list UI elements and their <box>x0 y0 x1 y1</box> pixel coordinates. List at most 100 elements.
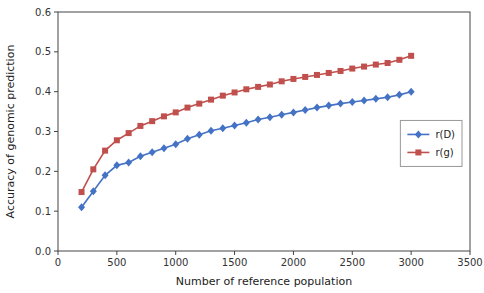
plot-frame <box>58 12 470 251</box>
point <box>137 152 144 160</box>
y-tick-label: 0.2 <box>35 166 51 177</box>
x-tick <box>352 251 353 255</box>
point <box>196 131 203 139</box>
point <box>290 108 297 116</box>
point <box>125 159 132 167</box>
series-line <box>82 56 412 192</box>
y-tick-label: 0.6 <box>35 7 51 18</box>
point <box>78 203 85 211</box>
point <box>302 106 309 114</box>
point <box>79 189 85 195</box>
point <box>349 66 355 72</box>
y-tick-label: 0.5 <box>35 46 51 57</box>
point <box>114 137 120 143</box>
point <box>349 98 356 106</box>
point <box>90 166 96 172</box>
legend-label: r(D) <box>435 129 455 140</box>
point <box>361 64 367 70</box>
legend-label: r(g) <box>435 147 453 158</box>
point <box>231 122 238 130</box>
point <box>243 86 249 92</box>
y-tick <box>54 211 58 212</box>
x-tick <box>58 251 59 255</box>
y-axis-label: Accuracy of genomic prediction <box>4 45 17 219</box>
point <box>384 93 391 101</box>
x-tick <box>116 251 117 255</box>
plot-area <box>78 53 415 211</box>
point <box>184 105 190 111</box>
y-tick-label: 0.4 <box>35 86 51 97</box>
point <box>278 111 285 119</box>
point <box>172 140 179 148</box>
point <box>266 113 273 121</box>
point <box>255 84 261 90</box>
point <box>408 53 414 59</box>
x-tick <box>234 251 235 255</box>
point <box>149 118 155 124</box>
y-tick-label: 0.3 <box>35 126 51 137</box>
legend-box <box>400 120 462 166</box>
x-tick <box>470 251 471 255</box>
x-tick-label: 1000 <box>163 257 188 268</box>
y-tick-label: 0.1 <box>35 206 51 217</box>
point <box>267 81 273 87</box>
point <box>326 70 332 76</box>
y-tick <box>54 91 58 92</box>
point <box>373 62 379 68</box>
point <box>361 96 368 104</box>
point <box>337 100 344 108</box>
point <box>196 101 202 107</box>
point <box>220 93 226 99</box>
chart: 0 500 1000 1500 2000 2500 3000 3500 0.0 0.1 0.2 0.3… <box>0 0 484 293</box>
point <box>161 113 167 119</box>
point <box>279 78 285 84</box>
y-tick <box>54 12 58 13</box>
x-tick-label: 500 <box>107 257 126 268</box>
point <box>160 144 167 152</box>
point <box>408 88 415 96</box>
point <box>208 127 215 135</box>
point <box>302 74 308 80</box>
legend-marker <box>415 130 422 138</box>
point <box>385 60 391 66</box>
point <box>90 187 97 195</box>
point <box>173 109 179 115</box>
point <box>396 91 403 99</box>
point <box>243 119 250 127</box>
x-tick-label: 3500 <box>457 257 482 268</box>
point <box>325 102 332 110</box>
x-tick-label: 2000 <box>281 257 306 268</box>
legend-marker <box>415 149 421 155</box>
point <box>113 161 120 169</box>
x-tick-label: 1500 <box>222 257 247 268</box>
point <box>102 148 108 154</box>
point <box>314 72 320 78</box>
y-tick <box>54 51 58 52</box>
x-tick-label: 2500 <box>340 257 365 268</box>
y-tick-label: 0.0 <box>35 246 51 257</box>
point <box>208 97 214 103</box>
point <box>149 148 156 156</box>
point <box>232 89 238 95</box>
y-tick <box>54 171 58 172</box>
point <box>137 123 143 129</box>
x-axis-label: Number of reference population <box>176 275 352 288</box>
x-tick <box>411 251 412 255</box>
legend: r(D) r(g) <box>400 120 462 166</box>
point <box>219 124 226 132</box>
y-tick <box>54 251 58 252</box>
series-line <box>82 92 412 208</box>
point <box>126 130 132 136</box>
x-tick-label: 3000 <box>398 257 423 268</box>
point <box>338 68 344 74</box>
y-tick <box>54 131 58 132</box>
point <box>255 116 262 124</box>
x-tick-label: 0 <box>55 257 61 268</box>
point <box>184 135 191 143</box>
x-tick <box>175 251 176 255</box>
point <box>313 104 320 112</box>
x-tick <box>293 251 294 255</box>
point <box>290 76 296 82</box>
point <box>102 171 109 179</box>
point <box>372 95 379 103</box>
